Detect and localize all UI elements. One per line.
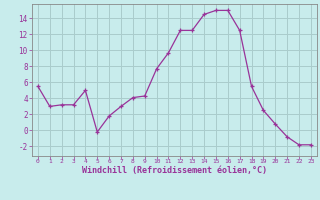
X-axis label: Windchill (Refroidissement éolien,°C): Windchill (Refroidissement éolien,°C) bbox=[82, 166, 267, 175]
